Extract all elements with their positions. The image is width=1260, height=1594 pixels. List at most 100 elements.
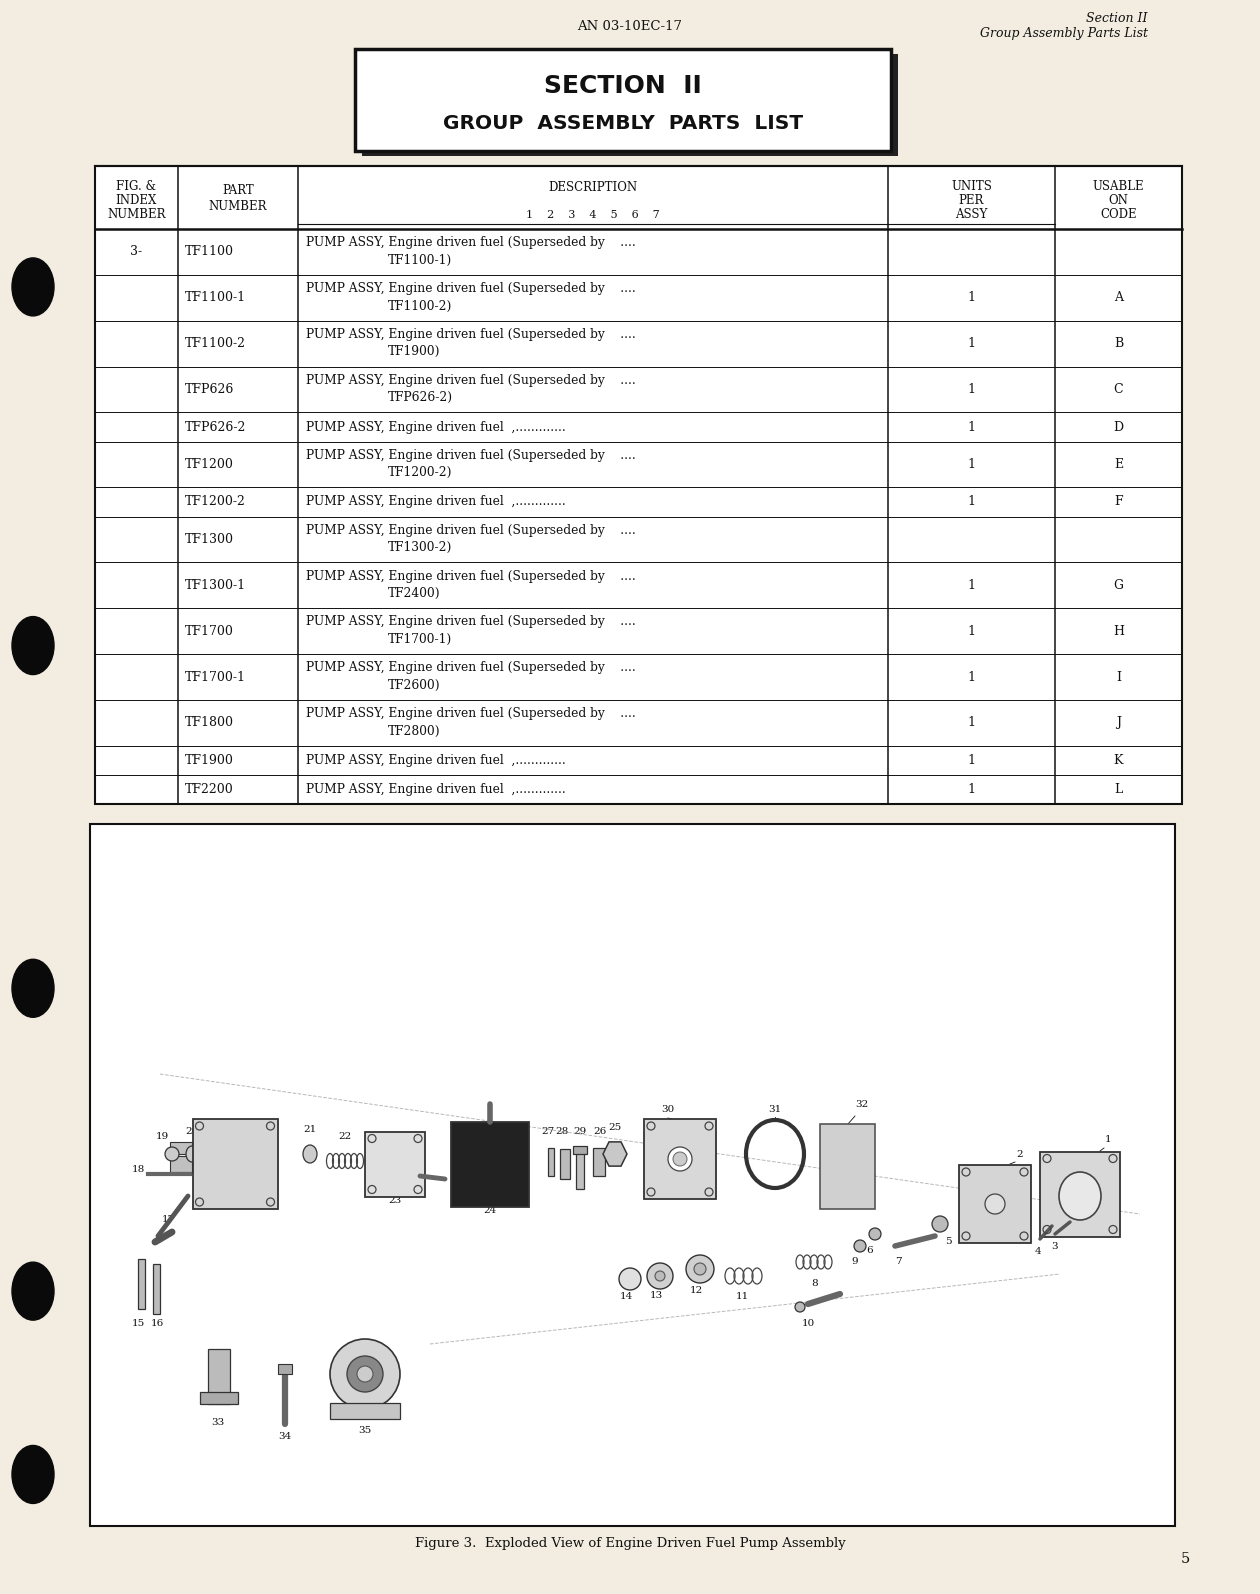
Bar — [208, 1349, 231, 1404]
Text: B: B — [1114, 338, 1123, 351]
Text: C: C — [1114, 383, 1124, 395]
Circle shape — [854, 1240, 866, 1251]
Polygon shape — [604, 1141, 627, 1167]
Text: PUMP ASSY, Engine driven fuel (Superseded by    ....: PUMP ASSY, Engine driven fuel (Supersede… — [306, 328, 636, 341]
Text: 15: 15 — [131, 1318, 145, 1328]
Bar — [559, 1149, 570, 1180]
Text: L: L — [1114, 783, 1123, 795]
Text: PUMP ASSY, Engine driven fuel (Superseded by    ....: PUMP ASSY, Engine driven fuel (Supersede… — [306, 524, 636, 537]
Text: TFP626-2: TFP626-2 — [185, 421, 247, 434]
Text: F: F — [1114, 496, 1123, 508]
Circle shape — [795, 1302, 805, 1312]
Circle shape — [932, 1216, 948, 1232]
Text: 1: 1 — [968, 457, 975, 470]
Text: TF1800: TF1800 — [185, 716, 234, 730]
Circle shape — [619, 1267, 641, 1290]
Text: 1: 1 — [968, 783, 975, 795]
Ellipse shape — [1058, 1172, 1101, 1219]
Text: AN 03-10EC-17: AN 03-10EC-17 — [577, 19, 683, 32]
Circle shape — [357, 1366, 373, 1382]
Text: PUMP ASSY, Engine driven fuel (Superseded by    ....: PUMP ASSY, Engine driven fuel (Supersede… — [306, 662, 636, 674]
Text: 5: 5 — [1181, 1553, 1189, 1565]
Text: 11: 11 — [736, 1293, 748, 1301]
Text: TF1700-1): TF1700-1) — [388, 633, 452, 646]
Text: 22: 22 — [339, 1132, 352, 1141]
Text: 3-: 3- — [131, 245, 142, 258]
Bar — [170, 1141, 192, 1154]
Text: TF1300-1: TF1300-1 — [185, 579, 246, 591]
Text: 1: 1 — [968, 625, 975, 638]
Text: TF1900: TF1900 — [185, 754, 234, 767]
Text: TF1700-1: TF1700-1 — [185, 671, 246, 684]
Text: TF1300-2): TF1300-2) — [388, 542, 452, 555]
Text: TFP626-2): TFP626-2) — [388, 391, 454, 405]
Text: NUMBER: NUMBER — [107, 207, 166, 222]
Text: TF1700: TF1700 — [185, 625, 234, 638]
Text: 1: 1 — [968, 754, 975, 767]
Text: NUMBER: NUMBER — [209, 199, 267, 214]
Text: 34: 34 — [278, 1431, 291, 1441]
Text: 33: 33 — [212, 1419, 224, 1427]
Text: 19: 19 — [155, 1132, 169, 1141]
Bar — [573, 1146, 587, 1154]
Bar — [593, 1148, 605, 1176]
Text: PUMP ASSY, Engine driven fuel  ,.............: PUMP ASSY, Engine driven fuel ,.........… — [306, 754, 566, 767]
Text: ASSY: ASSY — [955, 207, 988, 222]
Text: TF1200-2): TF1200-2) — [388, 465, 452, 480]
Text: 25: 25 — [609, 1124, 621, 1132]
Text: GROUP  ASSEMBLY  PARTS  LIST: GROUP ASSEMBLY PARTS LIST — [444, 113, 803, 132]
Bar — [94, 166, 1182, 803]
Bar — [548, 1148, 554, 1176]
Text: PUMP ASSY, Engine driven fuel  ,.............: PUMP ASSY, Engine driven fuel ,.........… — [306, 421, 566, 434]
Bar — [170, 1156, 192, 1172]
Text: FIG. &: FIG. & — [116, 180, 156, 193]
Text: Group Assembly Parts List: Group Assembly Parts List — [980, 27, 1148, 40]
Text: 30: 30 — [662, 1105, 674, 1114]
Text: D: D — [1114, 421, 1124, 434]
Text: 13: 13 — [649, 1291, 663, 1301]
Text: UNITS: UNITS — [951, 180, 992, 193]
Text: 28: 28 — [556, 1127, 568, 1137]
Text: TF1300: TF1300 — [185, 532, 234, 545]
Ellipse shape — [13, 1446, 54, 1503]
Bar — [330, 1403, 399, 1419]
Bar — [820, 1124, 874, 1208]
Ellipse shape — [13, 1262, 54, 1320]
Bar — [89, 824, 1176, 1525]
Text: A: A — [1114, 292, 1123, 304]
Bar — [959, 1165, 1031, 1243]
Text: 1: 1 — [968, 671, 975, 684]
Bar — [193, 1119, 277, 1208]
Text: 1: 1 — [968, 421, 975, 434]
Text: 17: 17 — [161, 1215, 175, 1224]
Text: PUMP ASSY, Engine driven fuel (Superseded by    ....: PUMP ASSY, Engine driven fuel (Supersede… — [306, 569, 636, 583]
Text: PER: PER — [959, 194, 984, 207]
Bar — [139, 1259, 145, 1309]
Text: PUMP ASSY, Engine driven fuel  ,.............: PUMP ASSY, Engine driven fuel ,.........… — [306, 496, 566, 508]
Text: 29: 29 — [573, 1127, 587, 1137]
Text: TF2600): TF2600) — [388, 679, 441, 692]
Text: PUMP ASSY, Engine driven fuel (Superseded by    ....: PUMP ASSY, Engine driven fuel (Supersede… — [306, 282, 636, 295]
Text: 21: 21 — [304, 1125, 316, 1133]
Bar — [152, 1264, 160, 1313]
Text: TF1100: TF1100 — [185, 245, 234, 258]
Text: 1: 1 — [968, 383, 975, 395]
Ellipse shape — [186, 1146, 198, 1162]
Text: ON: ON — [1109, 194, 1129, 207]
Bar — [576, 1151, 583, 1189]
Text: 1    2    3    4    5    6    7: 1 2 3 4 5 6 7 — [527, 210, 660, 220]
Text: PUMP ASSY, Engine driven fuel  ,.............: PUMP ASSY, Engine driven fuel ,.........… — [306, 783, 566, 795]
Text: 1: 1 — [968, 579, 975, 591]
Text: 2: 2 — [1017, 1149, 1023, 1159]
Text: USABLE: USABLE — [1092, 180, 1144, 193]
Text: Section II: Section II — [1086, 11, 1148, 24]
Text: 35: 35 — [358, 1427, 372, 1435]
Circle shape — [330, 1339, 399, 1409]
Text: 16: 16 — [150, 1318, 164, 1328]
Text: TF2800): TF2800) — [388, 725, 441, 738]
Bar — [1040, 1151, 1120, 1237]
Text: CODE: CODE — [1100, 207, 1137, 222]
Text: 1: 1 — [968, 292, 975, 304]
Circle shape — [694, 1262, 706, 1275]
Text: PUMP ASSY, Engine driven fuel (Superseded by    ....: PUMP ASSY, Engine driven fuel (Supersede… — [306, 375, 636, 387]
